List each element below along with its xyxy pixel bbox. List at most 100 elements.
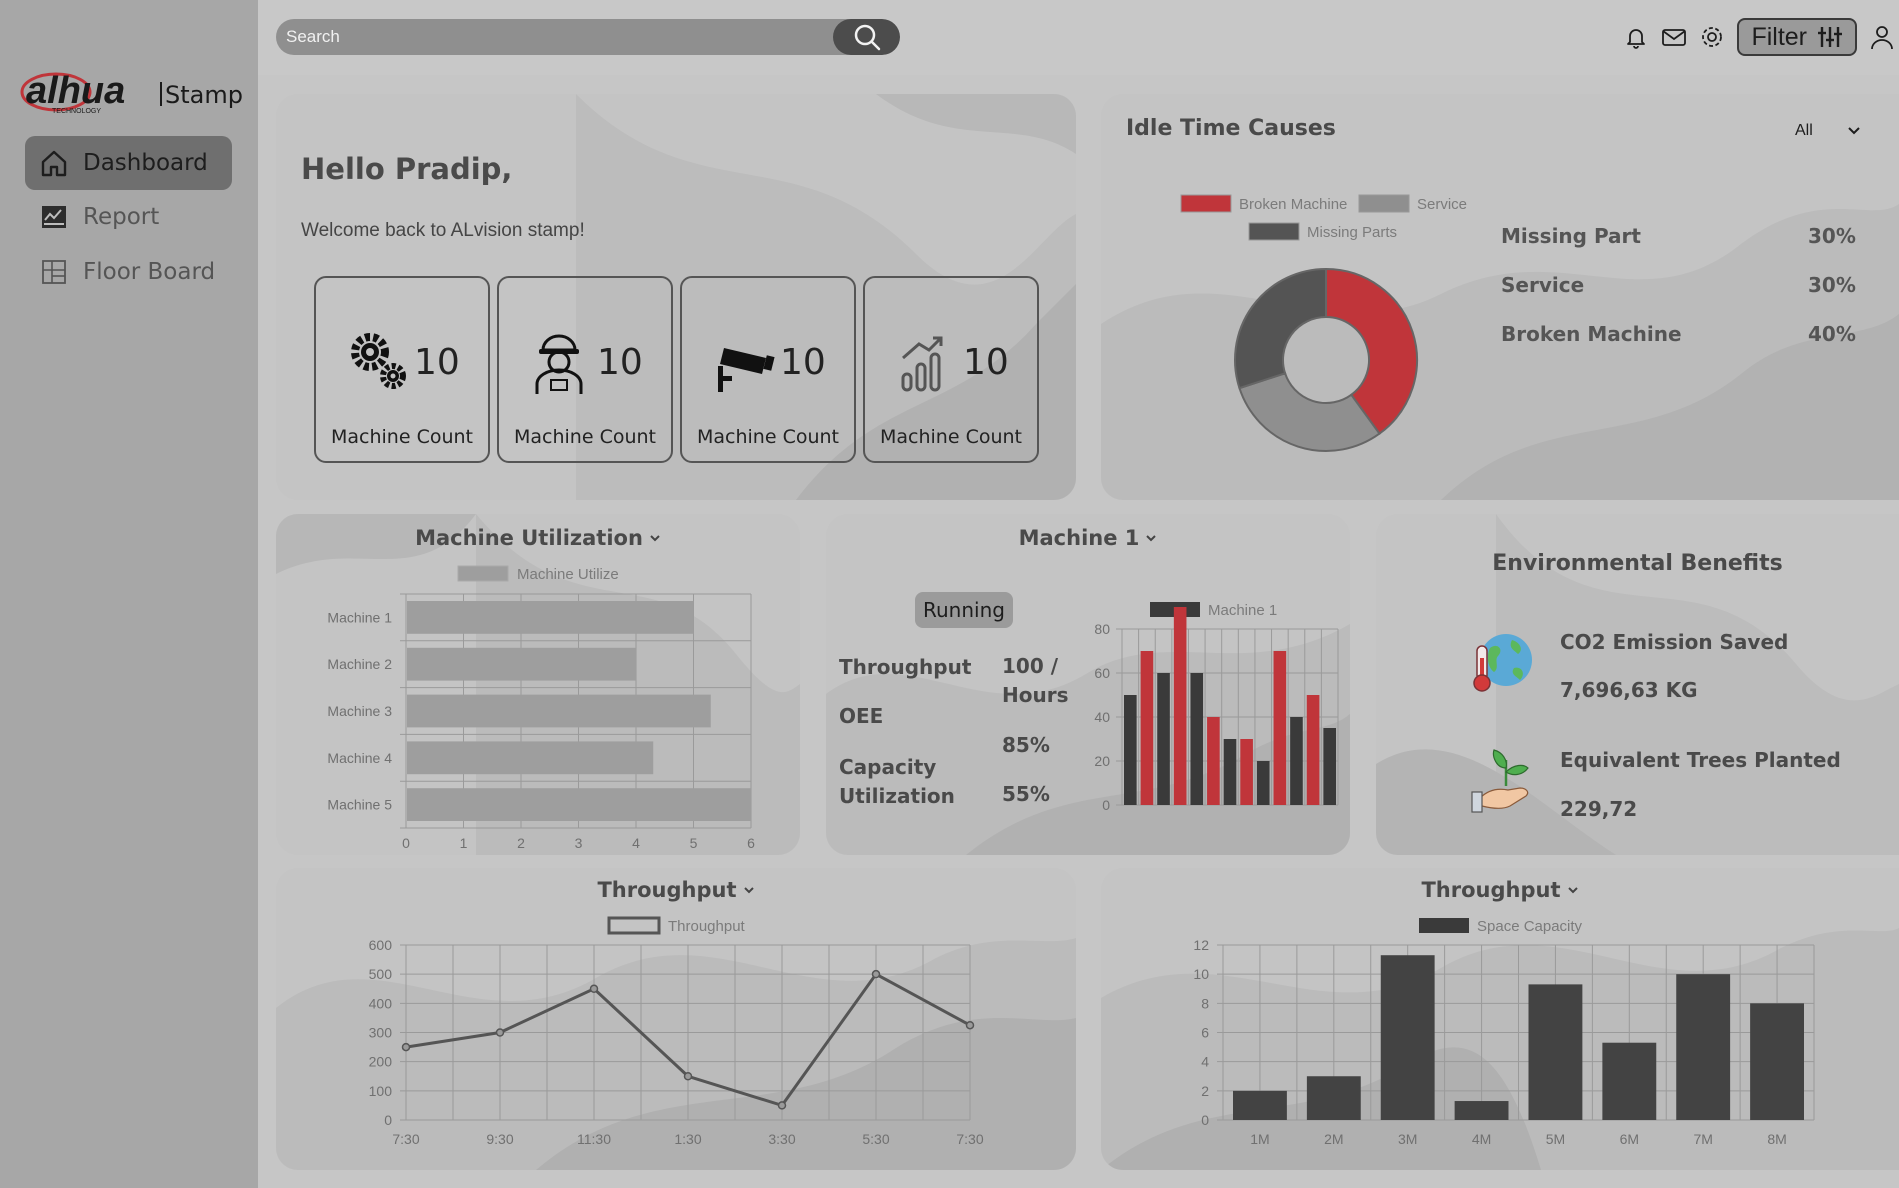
welcome-message: Welcome back to ALvision stamp! (301, 220, 585, 241)
sliders-icon (1818, 27, 1842, 47)
machine-1-card: Machine 1 Running Throughput 100 / Hours… (826, 514, 1350, 855)
greeting: Hello Pradip, (301, 152, 513, 186)
throughput-bar-header[interactable]: Throughput (1101, 878, 1899, 902)
co2-label: CO2 Emission Saved (1560, 630, 1789, 654)
bar (407, 788, 751, 821)
machine-count-card[interactable]: 10 Machine Count (314, 276, 490, 463)
legend-label: Broken Machine (1239, 196, 1347, 213)
tick-label: 0 (1102, 797, 1110, 813)
tick-label: 8 (1201, 995, 1209, 1011)
tick-label: 4 (632, 835, 640, 851)
tick-label: 5 (690, 835, 698, 851)
idle-stat-label: Missing Part (1501, 224, 1641, 248)
data-point (589, 984, 599, 993)
legend-label: Machine Utilize (517, 566, 619, 583)
throughput-line-header[interactable]: Throughput (276, 878, 1076, 902)
tick-label: 300 (369, 1025, 393, 1041)
welcome-card: Hello Pradip, Welcome back to ALvision s… (276, 94, 1076, 500)
tick-label: 8M (1767, 1131, 1786, 1147)
tick-label: 6 (747, 835, 755, 851)
bar (1173, 607, 1187, 805)
chevron-down-icon (1567, 887, 1578, 894)
settings-button[interactable] (1699, 24, 1725, 50)
idle-stat-value: 40% (1808, 322, 1856, 346)
bar (1157, 673, 1170, 805)
messages-button[interactable] (1661, 24, 1687, 50)
bar (1306, 695, 1320, 805)
bar (1240, 739, 1253, 805)
tick-label: 9:30 (486, 1131, 513, 1147)
utilization-bar-chart: Machine Utilize 0 1 2 3 4 5 6 Machine 1 Machine 2… (327, 565, 755, 851)
legend-swatch (607, 916, 661, 935)
tick-label: 2 (1201, 1083, 1209, 1099)
worker-icon (535, 334, 583, 394)
environment-card: Environmental Benefits CO2 Emission Save… (1376, 514, 1899, 855)
machine-count-card[interactable]: 10 Machine Count (497, 276, 673, 463)
throughput-bar-card: Throughput Space Capacity 0 2 4 6 8 10 12 1M 2M 3M… (1101, 868, 1899, 1170)
machine-count-card[interactable]: 10 Machine Count (680, 276, 856, 463)
legend-swatch (1248, 222, 1300, 241)
throughput-line-chart: Throughput 0 100 200 300 400 500 600 7:30 9:30 11:… (369, 916, 984, 1147)
sidebar-item-label: Floor Board (83, 259, 216, 285)
bell-icon (1627, 29, 1646, 49)
bar (407, 647, 636, 681)
bar (1190, 673, 1204, 805)
bar (1676, 974, 1731, 1120)
chevron-down-icon (743, 887, 754, 894)
machine-1-header[interactable]: Machine 1 (826, 526, 1350, 550)
sidebar-item-floor-board[interactable]: Floor Board (25, 245, 232, 299)
idle-filter-value: All (1795, 122, 1813, 139)
idle-filter-select[interactable]: All (1795, 122, 1861, 140)
report-icon (42, 206, 66, 228)
idle-time-card: Idle Time Causes All Broken Machine Servi… (1101, 94, 1899, 500)
throughput-line-title: Throughput (597, 878, 737, 902)
legend-label: Space Capacity (1477, 918, 1583, 935)
machine-1-title: Machine 1 (1018, 526, 1140, 550)
tick-label: 20 (1094, 753, 1110, 769)
machine-count-value: 10 (414, 342, 460, 383)
svg-text:TECHNOLOGY: TECHNOLOGY (52, 108, 101, 115)
tick-label: 3M (1398, 1131, 1417, 1147)
tick-label: 2 (517, 835, 525, 851)
notifications-button[interactable] (1623, 24, 1649, 50)
capacity-label: Capacity Utilization (839, 755, 955, 808)
filter-label: Filter (1751, 22, 1807, 51)
machine-count-card[interactable]: 10 Machine Count (863, 276, 1039, 463)
capacity-value: 55% (1002, 782, 1050, 806)
user-icon (1871, 26, 1893, 50)
tick-label: 200 (369, 1054, 393, 1070)
legend-label: Machine 1 (1208, 602, 1277, 619)
machine-count-label: Machine Count (514, 426, 656, 448)
tick-label: 400 (369, 995, 393, 1011)
profile-button[interactable] (1869, 24, 1895, 50)
tick-label: 80 (1094, 621, 1110, 637)
search-icon (854, 24, 880, 51)
top-actions: Filter (1623, 18, 1899, 56)
bar (407, 694, 711, 728)
sidebar-item-label: Report (83, 204, 160, 230)
home-icon (41, 150, 67, 177)
tick-label: 4M (1472, 1131, 1491, 1147)
tick-label: 0 (1201, 1112, 1209, 1128)
machine-count-value: 10 (597, 342, 643, 383)
tick-label: 1:30 (674, 1131, 701, 1147)
top-bar: Filter (258, 0, 1899, 75)
filter-button[interactable]: Filter (1737, 18, 1857, 56)
bar (407, 741, 654, 775)
search-input[interactable] (276, 19, 836, 55)
tick-label: 3:30 (768, 1131, 795, 1147)
bar (1140, 651, 1154, 805)
donut-slice (1238, 372, 1381, 452)
tick-label: 7:30 (956, 1131, 983, 1147)
bar (1124, 695, 1137, 805)
sidebar-item-label: Dashboard (83, 150, 208, 176)
data-point (965, 1020, 975, 1030)
sidebar-item-dashboard[interactable]: Dashboard (25, 136, 232, 190)
sidebar-item-report[interactable]: Report (25, 190, 232, 244)
machine-count-value: 10 (780, 342, 826, 383)
tick-label: 100 (369, 1083, 393, 1099)
search-button[interactable] (833, 19, 900, 55)
legend-label: Service (1417, 196, 1467, 213)
tick-label: 1 (460, 835, 468, 851)
utilization-header[interactable]: Machine Utilization (276, 526, 800, 550)
